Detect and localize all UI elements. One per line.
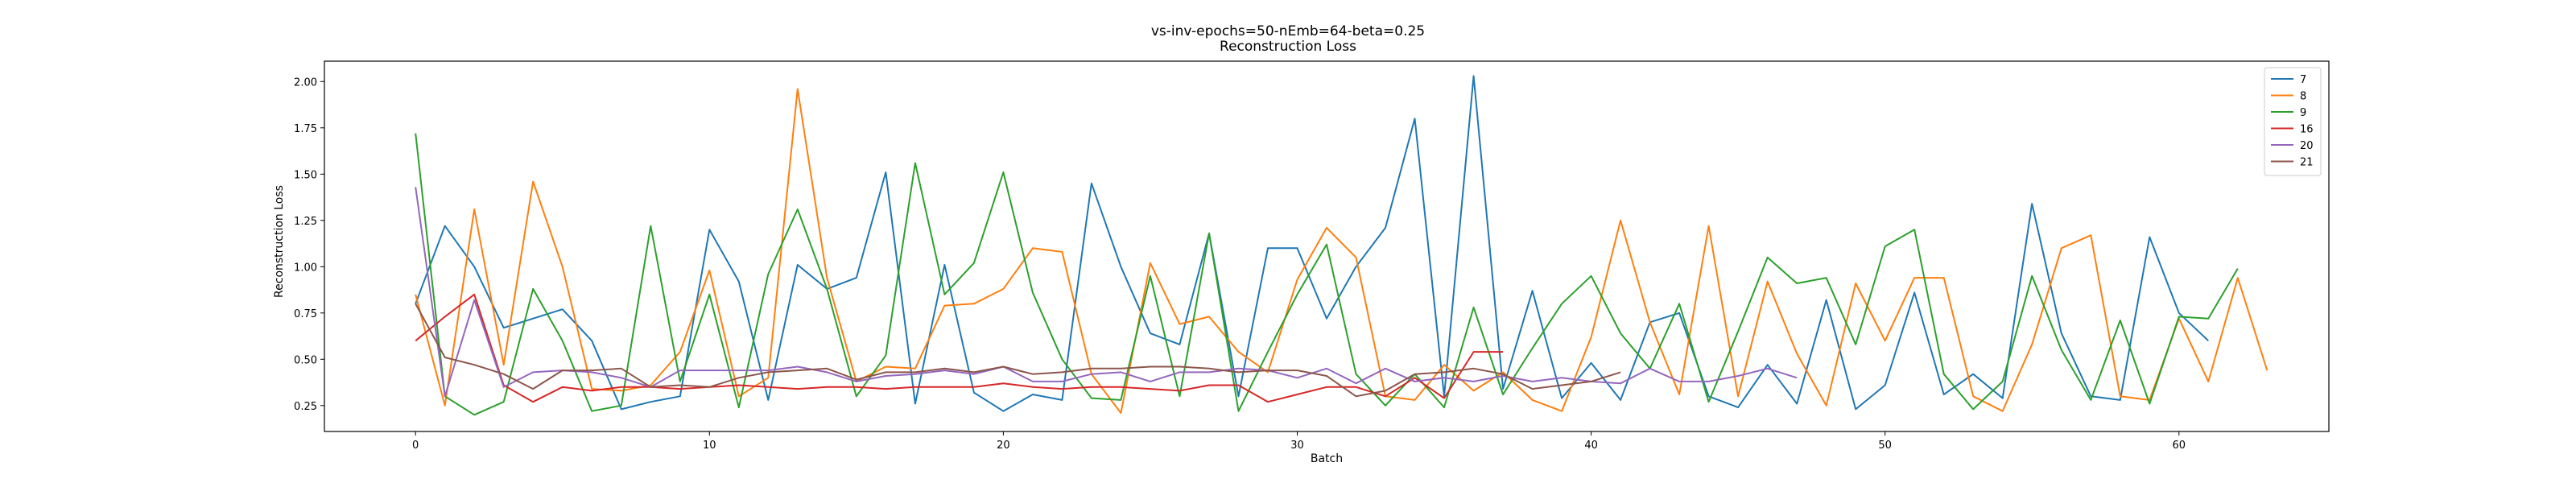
x-axis-label: Batch — [1311, 452, 1343, 465]
y-tick-label: 1.50 — [294, 169, 317, 181]
series-line-9 — [415, 133, 2239, 416]
legend: 7 8 9 16 20 21 — [2264, 67, 2322, 176]
legend-label-7: 7 — [2300, 74, 2306, 86]
x-axis-ticks: 0 10 20 30 40 50 60 — [412, 431, 2186, 452]
x-tick-label: 20 — [997, 440, 1010, 452]
plot-area-frame — [324, 60, 2330, 432]
x-tick-label: 30 — [1290, 440, 1304, 452]
x-tick-label: 60 — [2173, 440, 2186, 452]
y-tick-label: 0.75 — [294, 308, 317, 320]
legend-label-21: 21 — [2300, 157, 2314, 169]
series-line-8 — [415, 88, 2268, 414]
series-line-7 — [415, 75, 2209, 412]
chart-subtitle: Reconstruction Loss — [1220, 39, 1356, 55]
series-line-16 — [415, 293, 1504, 403]
legend-label-16: 16 — [2300, 124, 2314, 136]
x-tick-label: 10 — [703, 440, 716, 452]
y-tick-label: 1.00 — [294, 262, 317, 274]
series-line-20 — [415, 187, 1798, 398]
x-tick-label: 50 — [1878, 440, 1892, 452]
y-axis-label: Reconstruction Loss — [273, 185, 286, 298]
legend-label-9: 9 — [2300, 107, 2306, 119]
x-tick-label: 40 — [1584, 440, 1598, 452]
y-axis-ticks: 0.25 0.50 0.75 1.00 1.25 1.50 1.75 2.00 — [294, 76, 324, 413]
y-tick-label: 1.75 — [294, 123, 317, 135]
y-tick-label: 0.25 — [294, 401, 317, 413]
plot-lines — [415, 75, 2268, 416]
legend-label-20: 20 — [2300, 140, 2314, 152]
y-tick-label: 0.50 — [294, 354, 317, 366]
y-tick-label: 2.00 — [294, 76, 317, 89]
x-tick-label: 0 — [412, 440, 419, 452]
series-line-21 — [415, 303, 1621, 398]
chart-title: vs-inv-epochs=50-nEmb=64-beta=0.25 — [1151, 23, 1425, 39]
y-tick-label: 1.25 — [294, 216, 317, 228]
legend-label-8: 8 — [2300, 91, 2306, 103]
